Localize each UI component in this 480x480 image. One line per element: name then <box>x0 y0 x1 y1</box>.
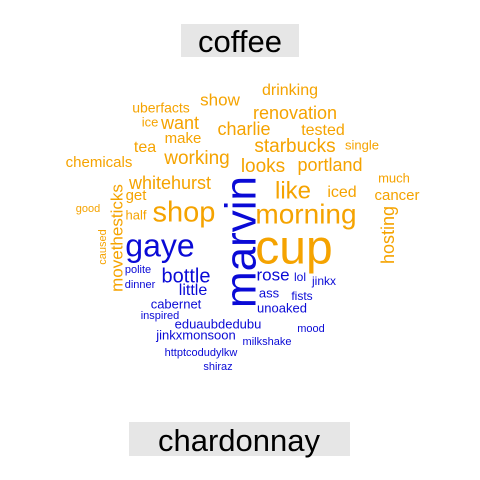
word-coffee-cancer: cancer <box>374 187 419 204</box>
word-chardonnay-inspired: inspired <box>141 310 180 322</box>
word-chardonnay-ass: ass <box>259 285 280 300</box>
word-chardonnay-mood: mood <box>297 323 325 335</box>
word-coffee-good: good <box>76 203 100 215</box>
word-coffee-chemicals: chemicals <box>66 154 133 171</box>
word-chardonnay-dinner: dinner <box>125 279 156 291</box>
word-coffee-cup: cup <box>255 222 332 275</box>
word-chardonnay-bottle: bottle <box>162 265 211 287</box>
word-chardonnay-httptcodudylkw: httptcodudylkw <box>165 347 238 359</box>
word-coffee-like: like <box>275 177 311 204</box>
word-chardonnay-cabernet: cabernet <box>151 296 202 311</box>
word-chardonnay-eduaubdedubu: eduaubdedubu <box>175 316 262 331</box>
word-coffee-drinking: drinking <box>262 82 318 99</box>
word-coffee-whitehurst: whitehurst <box>128 173 211 193</box>
chardonnay-label-box <box>129 422 350 456</box>
word-coffee-single: single <box>345 137 379 152</box>
word-chardonnay-gaye: gaye <box>125 227 194 263</box>
word-coffee-shop: shop <box>153 197 216 229</box>
word-coffee-renovation: renovation <box>253 103 337 123</box>
word-coffee-tested: tested <box>301 122 345 139</box>
word-coffee-get: get <box>126 187 148 204</box>
word-coffee-working: working <box>163 148 229 169</box>
word-coffee-movethesticks: movethesticks <box>107 184 126 292</box>
word-coffee-uberfacts: uberfacts <box>132 100 190 116</box>
word-coffee-iced: iced <box>327 184 356 201</box>
word-chardonnay-fists: fists <box>291 289 312 303</box>
word-coffee-starbucks: starbucks <box>254 136 335 157</box>
word-coffee-caused: caused <box>97 229 109 264</box>
coffee-group-label: coffee <box>198 24 282 59</box>
word-coffee-portland: portland <box>297 155 362 175</box>
word-chardonnay-shiraz: shiraz <box>203 361 232 373</box>
coffee-label-box <box>181 24 299 57</box>
word-coffee-want: want <box>160 113 199 133</box>
word-coffee-show: show <box>200 90 240 109</box>
word-chardonnay-unoaked: unoaked <box>257 300 307 315</box>
word-chardonnay-milkshake: milkshake <box>243 336 292 348</box>
word-chardonnay-marvin: marvin <box>217 176 266 308</box>
word-chardonnay-little: little <box>179 282 208 299</box>
chardonnay-group-label: chardonnay <box>158 423 321 458</box>
word-chardonnay-polite: polite <box>125 264 151 276</box>
word-coffee-much: much <box>378 170 410 185</box>
word-chardonnay-rose: rose <box>256 265 289 284</box>
word-coffee-tea: tea <box>134 139 156 156</box>
word-coffee-half: half <box>126 207 147 222</box>
word-coffee-make: make <box>165 130 202 147</box>
word-chardonnay-lol: lol <box>294 270 306 284</box>
word-chardonnay-jinkx: jinkx <box>311 274 336 288</box>
word-coffee-charlie: charlie <box>217 119 270 139</box>
word-coffee-ice: ice <box>142 114 159 129</box>
word-coffee-looks: looks <box>241 156 285 177</box>
word-coffee-hosting: hosting <box>378 206 398 264</box>
word-coffee-morning: morning <box>255 198 356 229</box>
word-chardonnay-jinkxmonsoon: jinkxmonsoon <box>155 327 236 342</box>
